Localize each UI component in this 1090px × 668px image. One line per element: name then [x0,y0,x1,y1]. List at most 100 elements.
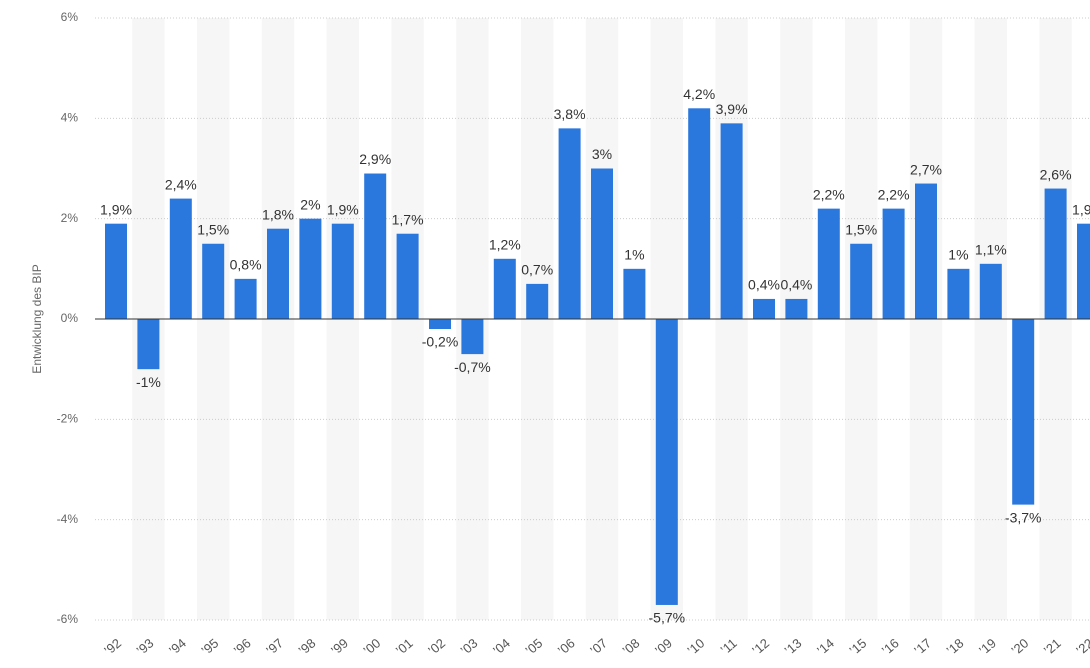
x-tick-label: ’14 [814,635,837,658]
bar [623,268,646,319]
x-tick-label: ’15 [846,635,869,658]
value-label: -1% [136,374,161,390]
bar [234,278,257,319]
bar [461,319,484,355]
x-tick-label: ’98 [296,635,319,658]
value-label: 1,9% [1072,201,1090,217]
x-tick-label: ’20 [1008,635,1031,658]
bar [1044,188,1067,319]
bar [882,208,905,319]
bar [364,173,387,319]
x-tick-label: ’18 [944,635,967,658]
y-tick-label: -4% [57,512,79,526]
x-tick-label: ’02 [425,635,448,658]
x-tick-label: ’16 [879,635,902,658]
x-tick-label: ’00 [360,635,383,658]
value-label: 0,7% [521,262,553,278]
value-label: 1,5% [197,221,229,237]
x-tick-label: ’96 [231,635,254,658]
x-tick-label: ’11 [718,635,740,657]
value-label: -0,7% [454,359,491,375]
bar [720,123,743,319]
value-label: 2,7% [910,161,942,177]
value-label: 2% [300,196,320,212]
x-tick-label: ’06 [555,635,578,658]
y-tick-label: -2% [57,412,79,426]
bar [915,183,937,319]
bar [591,168,613,319]
value-label: 3,8% [554,106,586,122]
value-label: 1,5% [845,221,877,237]
x-tick-label: ’95 [198,635,221,658]
x-tick-label: ’92 [101,635,124,658]
bar [493,258,516,319]
bar [429,319,451,330]
bar [558,128,581,319]
bar [979,263,1002,319]
value-label: 0,4% [780,277,812,293]
x-tick-label: ’93 [134,635,157,658]
bar [105,223,127,319]
x-tick-label: ’03 [458,635,481,658]
bar [137,319,160,370]
bar [688,108,711,319]
value-label: 1,8% [262,206,294,222]
bar [169,198,192,319]
value-label: 1,9% [100,201,132,217]
value-label: 1,1% [975,242,1007,258]
value-label: 0,4% [748,277,780,293]
value-label: 2,4% [165,176,197,192]
value-label: 4,2% [683,86,715,102]
value-label: 2,2% [813,186,845,202]
bar [655,319,678,605]
value-label: 2,2% [878,186,910,202]
value-label: 3,9% [716,101,748,117]
bar [331,223,354,319]
x-tick-label: ’05 [522,635,545,658]
bar [526,283,549,319]
value-label: 1,7% [392,211,424,227]
value-label: 2,6% [1040,166,1072,182]
y-tick-label: 2% [61,211,79,225]
y-tick-label: 6% [61,10,79,24]
bar [947,268,970,319]
value-label: 1,2% [489,237,521,253]
bar [817,208,840,319]
value-label: 1,9% [327,201,359,217]
x-tick-label: ’21 [1041,635,1064,658]
x-tick-label: ’13 [782,635,805,658]
bar [267,228,289,319]
y-tick-label: 4% [61,111,79,125]
x-tick-label: ’10 [684,635,707,658]
value-label: 1% [624,247,644,263]
value-label: -5,7% [649,610,686,626]
x-tick-label: ’07 [587,635,610,658]
x-tick-label: ’19 [976,635,999,658]
bar [1012,319,1035,505]
x-tick-label: ’97 [263,635,286,658]
x-tick-label: ’09 [652,635,675,658]
value-label: 3% [592,146,612,162]
x-tick-label: ’12 [749,635,772,658]
value-label: -0,2% [422,334,459,350]
bar [785,298,808,319]
x-tick-label: ’22 [1073,635,1090,658]
value-label: -3,7% [1005,509,1042,525]
y-axis-title: Entwicklung des BIP [30,264,44,373]
x-tick-label: ’08 [620,635,643,658]
y-tick-label: -6% [57,612,79,626]
bar [299,218,322,319]
x-tick-label: ’01 [393,635,416,658]
bar [850,243,873,319]
bar [396,233,419,319]
x-tick-label: ’94 [166,635,189,658]
value-label: 1% [948,247,968,263]
y-tick-label: 0% [61,311,79,325]
x-tick-label: ’99 [328,635,351,658]
bar [753,298,775,319]
x-tick-label: ’17 [911,635,934,658]
x-tick-label: ’04 [490,635,513,658]
bar [202,243,225,319]
bar [1077,223,1090,319]
